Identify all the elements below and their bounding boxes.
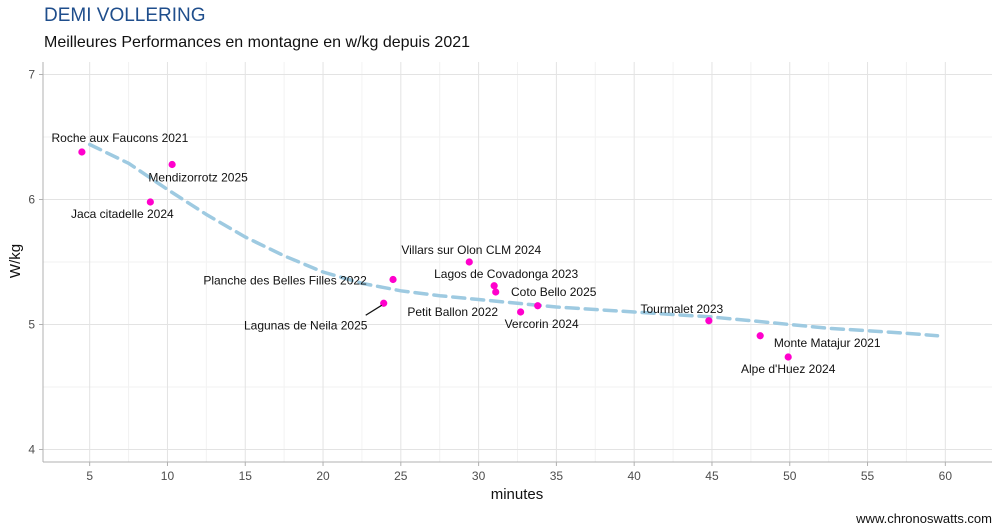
x-axis-title: minutes	[491, 486, 544, 503]
data-point	[78, 148, 86, 156]
data-point	[756, 332, 764, 340]
data-point	[517, 308, 525, 316]
data-point	[705, 317, 713, 325]
grid	[43, 62, 992, 462]
data-point	[389, 275, 397, 284]
points-layer	[78, 148, 792, 361]
trend-layer	[87, 142, 940, 338]
trend-line	[87, 142, 940, 338]
point-label: Petit Ballon 2022	[407, 305, 498, 319]
point-label: Roche aux Faucons 2021	[52, 131, 189, 145]
data-point	[380, 299, 388, 307]
chart-subtitle: Meilleures Performances en montagne en w…	[44, 34, 471, 51]
y-tick-label: 6	[28, 193, 35, 207]
point-label: Alpe d'Huez 2024	[741, 362, 836, 376]
point-label: Tourmalet 2023	[640, 302, 723, 316]
x-tick-label: 50	[783, 469, 797, 483]
data-point	[168, 160, 176, 169]
x-tick-label: 55	[861, 469, 875, 483]
point-label: Lagunas de Neila 2025	[244, 318, 368, 332]
data-point	[784, 353, 792, 361]
x-tick-label: 25	[394, 469, 408, 483]
x-tick-label: 20	[316, 469, 330, 483]
point-label: Monte Matajur 2021	[774, 336, 881, 350]
point-label: Vercorin 2024	[505, 317, 579, 331]
data-point	[492, 288, 500, 296]
y-tick-label: 7	[28, 68, 35, 82]
labels-layer: Roche aux Faucons 2021 Mendizorrotz 2025 J…	[52, 131, 881, 376]
data-point	[146, 198, 154, 206]
point-label: Mendizorrotz 2025	[148, 171, 248, 185]
x-tick-label: 10	[161, 469, 175, 483]
point-label: Jaca citadelle 2024	[71, 207, 174, 221]
data-point	[465, 258, 473, 266]
x-tick-label: 30	[472, 469, 486, 483]
x-tick-label: 40	[628, 469, 642, 483]
x-tick-label: 35	[550, 469, 564, 483]
data-point	[490, 282, 498, 290]
label-leader-line	[365, 304, 383, 316]
x-tick-label: 45	[705, 469, 719, 483]
y-tick-label: 4	[28, 443, 35, 457]
x-tick-label: 15	[239, 469, 253, 483]
point-label: Coto Bello 2025	[511, 285, 597, 299]
source-credit: www.chronoswatts.com	[856, 511, 992, 526]
data-point	[534, 302, 542, 310]
point-label: Planche des Belles Filles 2022	[203, 274, 367, 288]
point-label: Lagos de Covadonga 2023	[434, 267, 578, 281]
y-axis-title: W/kg	[7, 244, 24, 278]
chart-title: DEMI VOLLERING	[44, 5, 206, 26]
x-tick-label: 60	[939, 469, 953, 483]
y-tick-label: 5	[28, 318, 35, 332]
x-tick-label: 5	[86, 469, 93, 483]
point-label: Villars sur Olon CLM 2024	[401, 243, 541, 257]
